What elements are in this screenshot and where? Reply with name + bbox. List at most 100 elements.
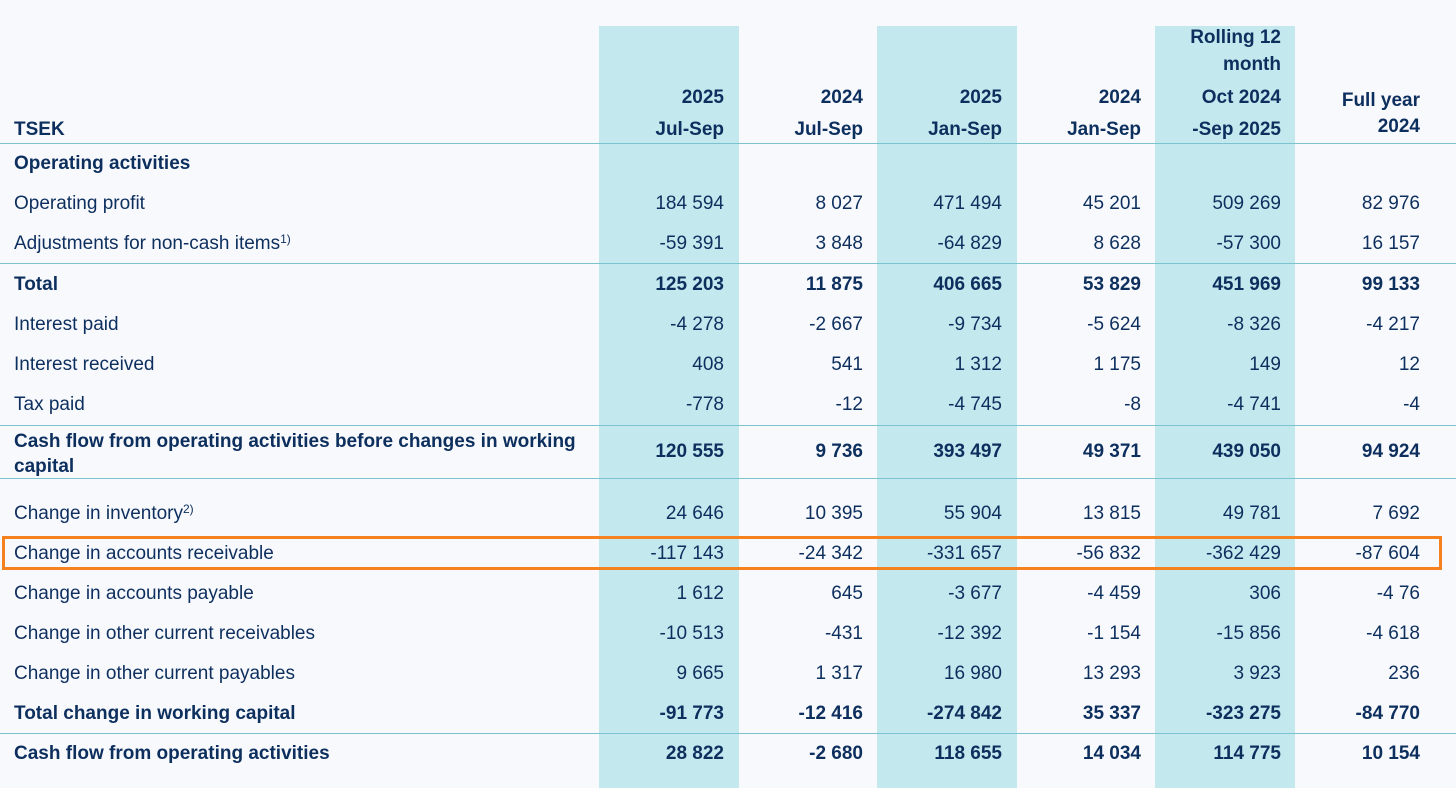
- cell: -64 829: [937, 233, 1002, 254]
- header-col-4: 2024 Jan-Sep: [1067, 87, 1141, 140]
- cell: 7 692: [1372, 503, 1420, 524]
- cell: -2 680: [809, 743, 863, 764]
- cell: 53 829: [1082, 274, 1141, 295]
- cell: -56 832: [1076, 543, 1141, 564]
- rule-before-cashflow-operating: [0, 733, 1456, 734]
- cell: -12 392: [937, 623, 1002, 644]
- row-label: Change in accounts receivable: [14, 543, 274, 564]
- row-label: Operating activities: [14, 153, 191, 174]
- cell: 406 665: [933, 274, 1002, 295]
- row-label: Tax paid: [14, 394, 85, 415]
- cell: 55 904: [943, 503, 1002, 524]
- row-label: Adjustments for non-cash items1): [14, 232, 291, 254]
- cell: -274 842: [926, 703, 1002, 724]
- cell: 393 497: [933, 441, 1002, 462]
- cell: -4 278: [670, 314, 724, 335]
- row-label: Cash flow from operating activities befo…: [14, 431, 576, 477]
- rule-before-cashflow-before-wc: [0, 425, 1456, 426]
- cell: 118 655: [934, 743, 1002, 764]
- cell: 1 175: [1093, 354, 1141, 375]
- row-label: Operating profit: [14, 193, 145, 214]
- row-label: Change in inventory2): [14, 502, 194, 524]
- cell: -323 275: [1205, 703, 1281, 724]
- row-label: Change in other current receivables: [14, 623, 316, 644]
- cell: 149: [1249, 354, 1281, 375]
- cell: 645: [831, 583, 863, 604]
- cell: 99 133: [1361, 274, 1420, 295]
- cell: -5 624: [1087, 314, 1141, 335]
- cell: 541: [831, 354, 863, 375]
- cell: -4: [1403, 394, 1420, 415]
- cell: 509 269: [1212, 193, 1281, 214]
- cell: -431: [824, 623, 863, 644]
- cell: -12: [835, 394, 863, 415]
- cell: -8: [1124, 394, 1141, 415]
- cell: -12 416: [798, 703, 863, 724]
- cell: 1 317: [815, 663, 863, 684]
- cell: 125 203: [655, 274, 724, 295]
- row-label: Interest received: [14, 354, 155, 375]
- cell: -4 76: [1376, 583, 1420, 604]
- cell: 471 494: [933, 193, 1002, 214]
- cell: 10 154: [1361, 743, 1420, 764]
- row-label: Total: [14, 274, 58, 295]
- cell: -4 459: [1087, 583, 1141, 604]
- cell: 408: [692, 354, 724, 375]
- cell: 13 815: [1082, 503, 1141, 524]
- header-unit-label: TSEK: [14, 119, 65, 140]
- cell: 16 157: [1361, 233, 1420, 254]
- cell: 28 822: [665, 743, 724, 764]
- cell: 82 976: [1361, 193, 1420, 214]
- cell: 45 201: [1082, 193, 1141, 214]
- cell: 12: [1398, 354, 1420, 375]
- cell: 9 665: [676, 663, 724, 684]
- cell: 9 736: [815, 441, 863, 462]
- cell: -117 143: [650, 543, 724, 564]
- header-col-6: Full year 2024: [1341, 90, 1420, 137]
- rule-after-cashflow-before-wc: [0, 478, 1456, 479]
- header-col-5: Rolling 12 month Oct 2024 -Sep 2025: [1190, 27, 1281, 140]
- cell: -4 745: [948, 394, 1002, 415]
- cell: 11 875: [805, 274, 863, 295]
- cell: -84 770: [1355, 703, 1420, 724]
- cell: -8 326: [1227, 314, 1281, 335]
- cell: -15 856: [1216, 623, 1281, 644]
- cell: 3 923: [1233, 663, 1281, 684]
- cell: -3 677: [948, 583, 1002, 604]
- cell: -2 667: [809, 314, 863, 335]
- footnote-ref: 2): [183, 502, 194, 516]
- cell: 94 924: [1361, 441, 1420, 462]
- cell: -59 391: [659, 233, 724, 254]
- cell: -4 217: [1366, 314, 1420, 335]
- cell: -1 154: [1087, 623, 1141, 644]
- cell: 120 555: [655, 441, 724, 462]
- cell: 35 337: [1082, 703, 1141, 724]
- cell: -4 741: [1227, 394, 1281, 415]
- shaded-column-2025-jan-sep: [877, 26, 1017, 788]
- highlight-box-accounts-receivable: [2, 536, 1442, 570]
- cell: -57 300: [1216, 233, 1281, 254]
- cell: 24 646: [665, 503, 724, 524]
- cell: -778: [685, 394, 724, 415]
- rule-before-total: [0, 263, 1456, 264]
- cell: 8 628: [1093, 233, 1141, 254]
- row-label: Change in accounts payable: [14, 583, 254, 604]
- cell: 49 371: [1082, 441, 1141, 462]
- header-col-3: 2025 Jan-Sep: [928, 87, 1002, 140]
- cell: 49 781: [1222, 503, 1281, 524]
- cell: 13 293: [1082, 663, 1141, 684]
- cell: 236: [1388, 663, 1420, 684]
- cell: -24 342: [798, 543, 863, 564]
- shaded-column-2025-jul-sep: [599, 26, 739, 788]
- cell: 439 050: [1212, 441, 1281, 462]
- cell: 3 848: [815, 233, 863, 254]
- cell: 451 969: [1212, 274, 1281, 295]
- cell: 10 395: [804, 503, 863, 524]
- cell: -9 734: [948, 314, 1002, 335]
- cell: -4 618: [1366, 623, 1420, 644]
- cell: -362 429: [1205, 543, 1281, 564]
- cell: 1 612: [676, 583, 724, 604]
- cell: 1 312: [954, 354, 1002, 375]
- header-col-1: 2025 Jul-Sep: [655, 87, 724, 140]
- footnote-ref: 1): [280, 232, 291, 246]
